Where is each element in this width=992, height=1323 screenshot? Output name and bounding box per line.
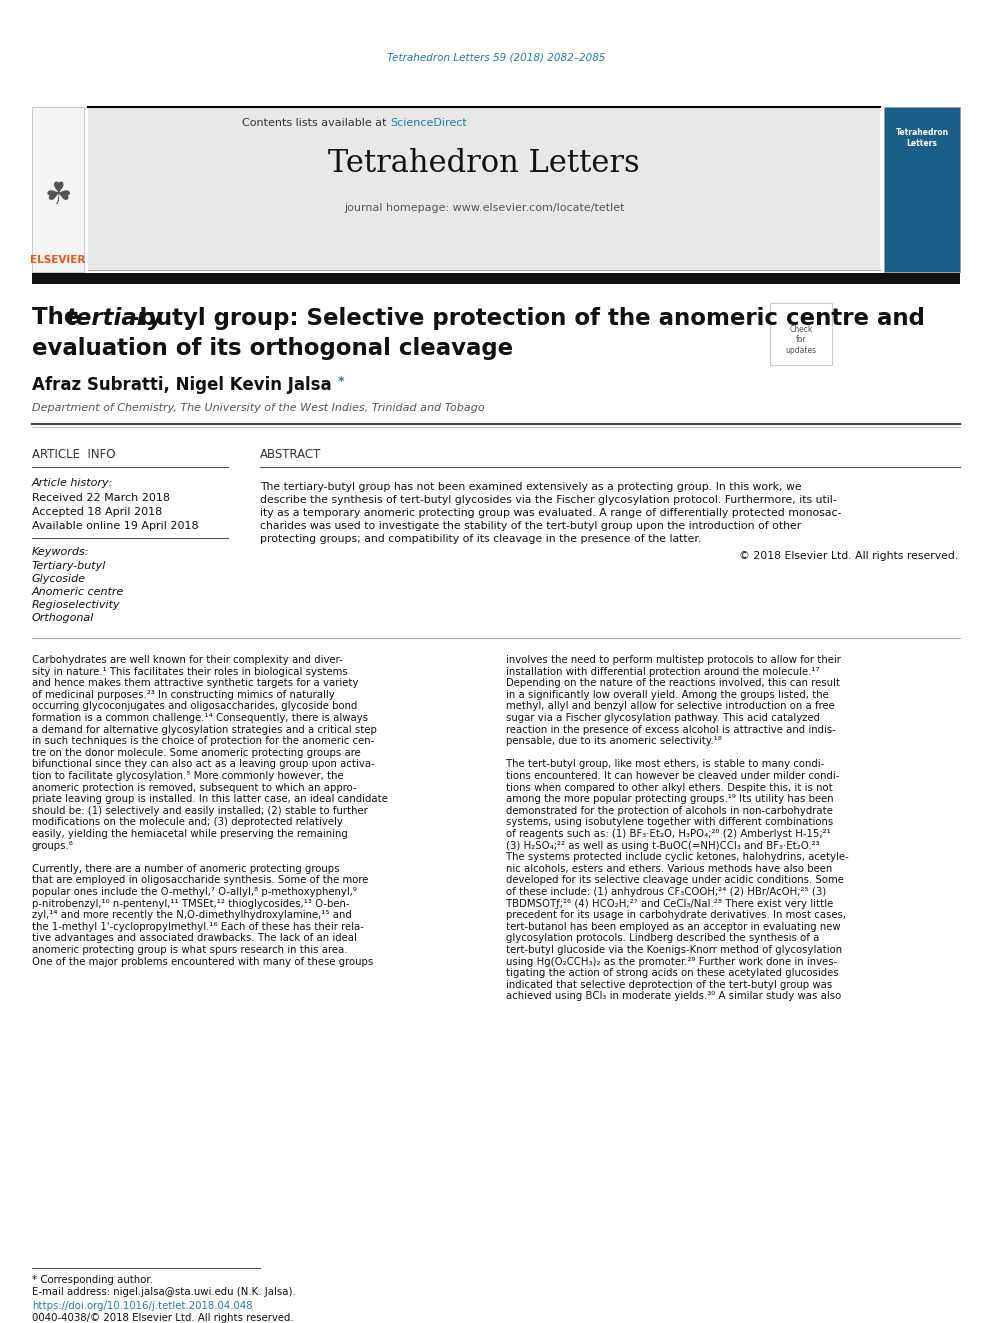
Text: *: * [338, 376, 344, 389]
Text: ELSEVIER: ELSEVIER [31, 255, 85, 265]
Text: journal homepage: www.elsevier.com/locate/tetlet: journal homepage: www.elsevier.com/locat… [344, 202, 624, 213]
Text: pensable, due to its anomeric selectivity.¹⁸: pensable, due to its anomeric selectivit… [506, 736, 722, 746]
Text: occurring glycoconjugates and oligosaccharides, glycoside bond: occurring glycoconjugates and oligosacch… [32, 701, 357, 712]
Text: among the more popular protecting groups.¹⁹ Its utility has been: among the more popular protecting groups… [506, 794, 833, 804]
Text: Regioselectivity: Regioselectivity [32, 601, 121, 610]
Text: methyl, allyl and benzyl allow for selective introduction on a free: methyl, allyl and benzyl allow for selec… [506, 701, 834, 712]
Text: groups.⁶: groups.⁶ [32, 840, 73, 851]
Text: One of the major problems encountered with many of these groups: One of the major problems encountered wi… [32, 957, 373, 967]
Text: tertiary: tertiary [65, 307, 163, 329]
Text: https://doi.org/10.1016/j.tetlet.2018.04.048: https://doi.org/10.1016/j.tetlet.2018.04… [32, 1301, 253, 1311]
Text: ity as a temporary anomeric protecting group was evaluated. A range of different: ity as a temporary anomeric protecting g… [260, 508, 841, 519]
Text: reaction in the presence of excess alcohol is attractive and indis-: reaction in the presence of excess alcoh… [506, 725, 836, 734]
Bar [770, 303, 832, 365]
Text: glycosylation protocols. Lindberg described the synthesis of a: glycosylation protocols. Lindberg descri… [506, 934, 819, 943]
Text: tigating the action of strong acids on these acetylated glucosides: tigating the action of strong acids on t… [506, 968, 838, 978]
Text: tre on the donor molecule. Some anomeric protecting groups are: tre on the donor molecule. Some anomeric… [32, 747, 361, 758]
Bar [32, 107, 84, 273]
Text: * Corresponding author.: * Corresponding author. [32, 1275, 153, 1285]
Text: Tetrahedron Letters 59 (2018) 2082–2085: Tetrahedron Letters 59 (2018) 2082–2085 [387, 53, 605, 64]
Text: developed for its selective cleavage under acidic conditions. Some: developed for its selective cleavage und… [506, 876, 844, 885]
Text: ARTICLE  INFO: ARTICLE INFO [32, 448, 115, 462]
Text: Currently, there are a number of anomeric protecting groups: Currently, there are a number of anomeri… [32, 864, 339, 873]
Text: should be: (1) selectively and easily installed; (2) stable to further: should be: (1) selectively and easily in… [32, 806, 368, 816]
Text: Received 22 March 2018: Received 22 March 2018 [32, 493, 170, 503]
Text: Article history:: Article history: [32, 478, 113, 488]
Text: of reagents such as: (1) BF₃·Et₂O, H₃PO₄;²⁰ (2) Amberlyst H-15;²¹: of reagents such as: (1) BF₃·Et₂O, H₃PO₄… [506, 830, 830, 839]
Text: sity in nature.¹ This facilitates their roles in biological systems: sity in nature.¹ This facilitates their … [32, 667, 348, 676]
Text: The tertiary-butyl group has not been examined extensively as a protecting group: The tertiary-butyl group has not been ex… [260, 482, 802, 492]
Text: indicated that selective deprotection of the tert-butyl group was: indicated that selective deprotection of… [506, 980, 832, 990]
Text: Glycoside: Glycoside [32, 574, 86, 583]
Text: bifunctional since they can also act as a leaving group upon activa-: bifunctional since they can also act as … [32, 759, 375, 770]
Text: Carbohydrates are well known for their complexity and diver-: Carbohydrates are well known for their c… [32, 655, 343, 665]
Text: Anomeric centre: Anomeric centre [32, 587, 124, 597]
Text: protecting groups; and compatibility of its cleavage in the presence of the latt: protecting groups; and compatibility of … [260, 534, 701, 544]
Text: using Hg(O₂CCH₃)₂ as the promoter.²⁹ Further work done in inves-: using Hg(O₂CCH₃)₂ as the promoter.²⁹ Fur… [506, 957, 837, 967]
Text: Orthogonal: Orthogonal [32, 613, 94, 623]
Text: tions encountered. It can however be cleaved under milder condi-: tions encountered. It can however be cle… [506, 771, 839, 781]
Text: p-nitrobenzyl,¹⁰ n-pentenyl,¹¹ TMSEt,¹² thioglycosides,¹³ O-ben-: p-nitrobenzyl,¹⁰ n-pentenyl,¹¹ TMSEt,¹² … [32, 898, 349, 909]
Text: Accepted 18 April 2018: Accepted 18 April 2018 [32, 507, 163, 517]
Text: involves the need to perform multistep protocols to allow for their: involves the need to perform multistep p… [506, 655, 841, 665]
Text: the 1-methyl 1'-cyclopropylmethyl.¹⁶ Each of these has their rela-: the 1-methyl 1'-cyclopropylmethyl.¹⁶ Eac… [32, 922, 364, 931]
Text: ABSTRACT: ABSTRACT [260, 448, 321, 462]
Text: easily, yielding the hemiacetal while preserving the remaining: easily, yielding the hemiacetal while pr… [32, 830, 348, 839]
Text: of these include: (1) anhydrous CF₃COOH;²⁴ (2) HBr/AcOH;²⁵ (3): of these include: (1) anhydrous CF₃COOH;… [506, 886, 826, 897]
Text: Tetrahedron Letters: Tetrahedron Letters [328, 147, 640, 179]
Text: describe the synthesis of tert-butyl glycosides via the Fischer glycosylation pr: describe the synthesis of tert-butyl gly… [260, 495, 836, 505]
Text: that are employed in oligosaccharide synthesis. Some of the more: that are employed in oligosaccharide syn… [32, 876, 368, 885]
Text: Tertiary-butyl: Tertiary-butyl [32, 561, 106, 572]
Text: systems, using isobutylene together with different combinations: systems, using isobutylene together with… [506, 818, 833, 827]
Text: nic alcohols, esters and ethers. Various methods have also been: nic alcohols, esters and ethers. Various… [506, 864, 832, 873]
Text: charides was used to investigate the stability of the tert-butyl group upon the : charides was used to investigate the sta… [260, 521, 802, 531]
Text: ScienceDirect: ScienceDirect [390, 118, 467, 128]
Text: The tert-butyl group, like most ethers, is stable to many condi-: The tert-butyl group, like most ethers, … [506, 759, 824, 770]
Text: TBDMSOTƒ;²⁶ (4) HCO₂H;²⁷ and CeCl₃/NaI.²⁸ There exist very little: TBDMSOTƒ;²⁶ (4) HCO₂H;²⁷ and CeCl₃/NaI.²… [506, 898, 833, 909]
Text: (3) H₂SO₄;²² as well as using t-BuOC(=NH)CCl₃ and BF₃·Et₂O.²³: (3) H₂SO₄;²² as well as using t-BuOC(=NH… [506, 840, 819, 851]
Text: evaluation of its orthogonal cleavage: evaluation of its orthogonal cleavage [32, 336, 513, 360]
Text: The: The [32, 307, 87, 329]
Text: Check
for
updates: Check for updates [786, 325, 816, 355]
Text: Afraz Subratti, Nigel Kevin Jalsa: Afraz Subratti, Nigel Kevin Jalsa [32, 376, 337, 394]
Text: installation with differential protection around the molecule.¹⁷: installation with differential protectio… [506, 667, 819, 676]
Text: zyl,¹⁴ and more recently the N,O-dimethylhydroxylamine,¹⁵ and: zyl,¹⁴ and more recently the N,O-dimethy… [32, 910, 352, 921]
Text: demonstrated for the protection of alcohols in non-carbohydrate: demonstrated for the protection of alcoh… [506, 806, 833, 816]
Text: in such techniques is the choice of protection for the anomeric cen-: in such techniques is the choice of prot… [32, 736, 374, 746]
Text: E-mail address: nigel.jalsa@sta.uwi.edu (N.K. Jalsa).: E-mail address: nigel.jalsa@sta.uwi.edu … [32, 1287, 296, 1297]
Bar [32, 273, 960, 284]
Text: ☘: ☘ [45, 180, 71, 209]
Text: anomeric protection is removed, subsequent to which an appro-: anomeric protection is removed, subseque… [32, 783, 357, 792]
Text: Available online 19 April 2018: Available online 19 April 2018 [32, 521, 198, 531]
Text: sugar via a Fischer glycosylation pathway. This acid catalyzed: sugar via a Fischer glycosylation pathwa… [506, 713, 820, 722]
Text: tions when compared to other alkyl ethers. Despite this, it is not: tions when compared to other alkyl ether… [506, 783, 832, 792]
Text: tion to facilitate glycosylation.⁵ More commonly however, the: tion to facilitate glycosylation.⁵ More … [32, 771, 343, 781]
Text: popular ones include the O-methyl,⁷ O-allyl,⁸ p-methoxyphenyl,⁹: popular ones include the O-methyl,⁷ O-al… [32, 886, 357, 897]
Text: formation is a common challenge.¹⁴ Consequently, there is always: formation is a common challenge.¹⁴ Conse… [32, 713, 368, 722]
Text: Keywords:: Keywords: [32, 546, 89, 557]
Text: tert-butanol has been employed as an acceptor in evaluating new: tert-butanol has been employed as an acc… [506, 922, 840, 931]
Text: modifications on the molecule and; (3) deprotected relatively: modifications on the molecule and; (3) d… [32, 818, 343, 827]
Text: of medicinal purposes.²³ In constructing mimics of naturally: of medicinal purposes.²³ In constructing… [32, 689, 334, 700]
Text: The systems protected include cyclic ketones, halohydrins, acetyle-: The systems protected include cyclic ket… [506, 852, 849, 863]
Text: -butyl group: Selective protection of the anomeric centre and: -butyl group: Selective protection of th… [130, 307, 925, 329]
Text: and hence makes them attractive synthetic targets for a variety: and hence makes them attractive syntheti… [32, 679, 358, 688]
Text: anomeric protecting group is what spurs research in this area.: anomeric protecting group is what spurs … [32, 945, 347, 955]
Text: Department of Chemistry, The University of the West Indies, Trinidad and Tobago: Department of Chemistry, The University … [32, 404, 485, 413]
Bar [88, 107, 880, 270]
Text: tive advantages and associated drawbacks. The lack of an ideal: tive advantages and associated drawbacks… [32, 934, 357, 943]
Text: achieved using BCl₃ in moderate yields.³⁰ A similar study was also: achieved using BCl₃ in moderate yields.³… [506, 991, 841, 1002]
Text: Contents lists available at: Contents lists available at [242, 118, 390, 128]
Text: Tetrahedron
Letters: Tetrahedron Letters [896, 128, 948, 148]
Text: © 2018 Elsevier Ltd. All rights reserved.: © 2018 Elsevier Ltd. All rights reserved… [739, 550, 958, 561]
Bar [884, 107, 960, 273]
Text: a demand for alternative glycosylation strategies and a critical step: a demand for alternative glycosylation s… [32, 725, 377, 734]
Text: priate leaving group is installed. In this latter case, an ideal candidate: priate leaving group is installed. In th… [32, 794, 388, 804]
Text: in a significantly low overall yield. Among the groups listed, the: in a significantly low overall yield. Am… [506, 689, 828, 700]
Text: Depending on the nature of the reactions involved, this can result: Depending on the nature of the reactions… [506, 679, 840, 688]
Text: 0040-4038/© 2018 Elsevier Ltd. All rights reserved.: 0040-4038/© 2018 Elsevier Ltd. All right… [32, 1312, 294, 1323]
Text: tert-butyl glucoside via the Koenigs-Knorr method of glycosylation: tert-butyl glucoside via the Koenigs-Kno… [506, 945, 842, 955]
Text: precedent for its usage in carbohydrate derivatives. In most cases,: precedent for its usage in carbohydrate … [506, 910, 846, 921]
